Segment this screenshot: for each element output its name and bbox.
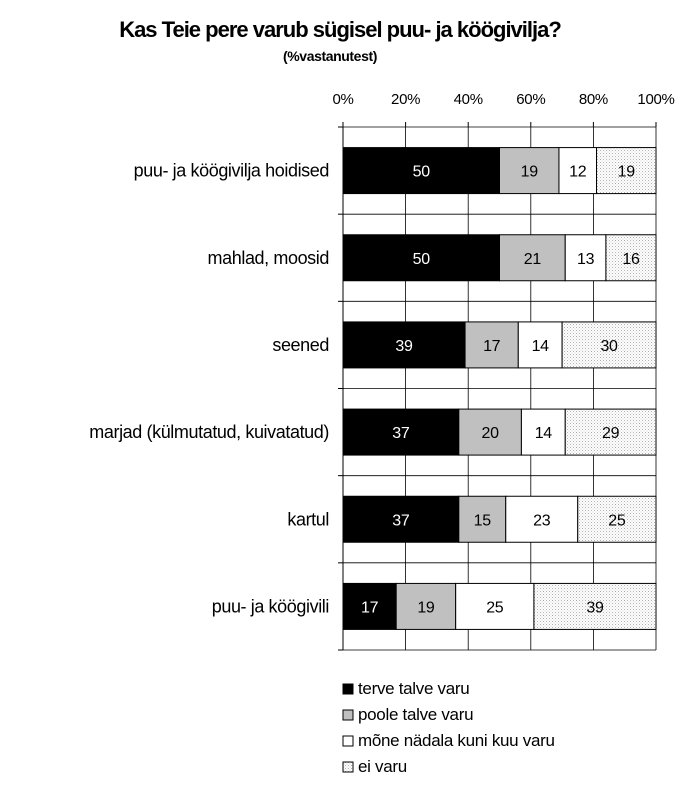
data-label: 17 (361, 599, 379, 616)
data-label: 19 (618, 164, 636, 181)
data-label: 21 (524, 251, 542, 268)
data-label: 20 (482, 425, 500, 442)
data-label: 37 (392, 512, 410, 529)
bar-segment (577, 495, 657, 543)
bar-segment (517, 321, 563, 369)
bar-segment (464, 321, 519, 369)
category-label: puu- ja köögivilja hoidised (134, 161, 329, 181)
legend-label: terve talve varu (358, 679, 469, 698)
bar-segment (342, 321, 466, 369)
x-tick-label: 60% (516, 91, 545, 108)
data-label: 37 (392, 425, 410, 442)
x-tick-label: 80% (579, 91, 608, 108)
legend-swatch (342, 735, 354, 747)
data-label: 19 (417, 599, 435, 616)
category-label: seened (272, 335, 329, 355)
data-label: 30 (600, 338, 618, 355)
data-label: 16 (622, 251, 640, 268)
x-tick-label: 100% (637, 91, 674, 108)
data-label: 14 (535, 425, 553, 442)
data-label: 50 (413, 164, 431, 181)
data-label: 39 (395, 338, 413, 355)
category-label: kartul (287, 509, 329, 529)
bar-segment (455, 582, 535, 630)
bar-segment (558, 147, 598, 195)
data-label: 39 (586, 599, 604, 616)
data-label: 23 (533, 512, 551, 529)
legend: terve talve varu poole talve varu mõne näd… (342, 679, 555, 776)
grid (338, 122, 657, 651)
bar-segment (342, 582, 397, 630)
x-tick-label: 0% (332, 91, 353, 108)
data-label: 19 (521, 164, 539, 181)
bar-segment (605, 234, 657, 282)
data-label: 12 (569, 164, 587, 181)
legend-swatch (342, 683, 354, 695)
bar-segment (561, 321, 657, 369)
chart-title: Kas Teie pere varub sügisel puu- ja köög… (119, 17, 561, 42)
data-label: 25 (608, 512, 626, 529)
legend-label: ei varu (358, 757, 407, 776)
data-label: 17 (483, 338, 501, 355)
data-label: 14 (532, 338, 550, 355)
bar-segment (596, 147, 657, 195)
x-tick-label: 40% (454, 91, 483, 108)
data-label: 50 (413, 251, 431, 268)
x-axis-ticks: 0% 20% 40% 60% 80% 100% (332, 91, 674, 108)
category-label: puu- ja köögivili (212, 596, 329, 616)
legend-swatch (342, 709, 354, 721)
data-label: 25 (486, 599, 504, 616)
bar-segment (533, 582, 657, 630)
legend-label: poole talve varu (358, 705, 473, 724)
category-label: marjad (külmutatud, kuivatatud) (89, 422, 329, 442)
bar-segment (564, 234, 607, 282)
bars: 50 19 12 19 50 21 13 16 39 17 14 30 37 20 14 29 37 15 23 25… (342, 147, 657, 630)
bar-segment (342, 408, 460, 456)
category-label: mahlad, moosid (208, 248, 329, 268)
data-label: 13 (577, 251, 595, 268)
bar-segment (520, 408, 566, 456)
chart-subtitle: (%vastanutest) (283, 48, 377, 64)
legend-label: mõne nädala kuni kuu varu (358, 731, 555, 750)
category-labels: puu- ja köögivilja hoidised mahlad, moosi… (89, 161, 329, 617)
bar-segment (564, 408, 657, 456)
legend-swatch (342, 761, 354, 773)
bar-segment (342, 234, 500, 282)
bar-segment (342, 495, 460, 543)
data-label: 15 (474, 512, 492, 529)
x-tick-label: 20% (391, 91, 420, 108)
data-label: 29 (602, 425, 620, 442)
bar-segment (499, 234, 566, 282)
